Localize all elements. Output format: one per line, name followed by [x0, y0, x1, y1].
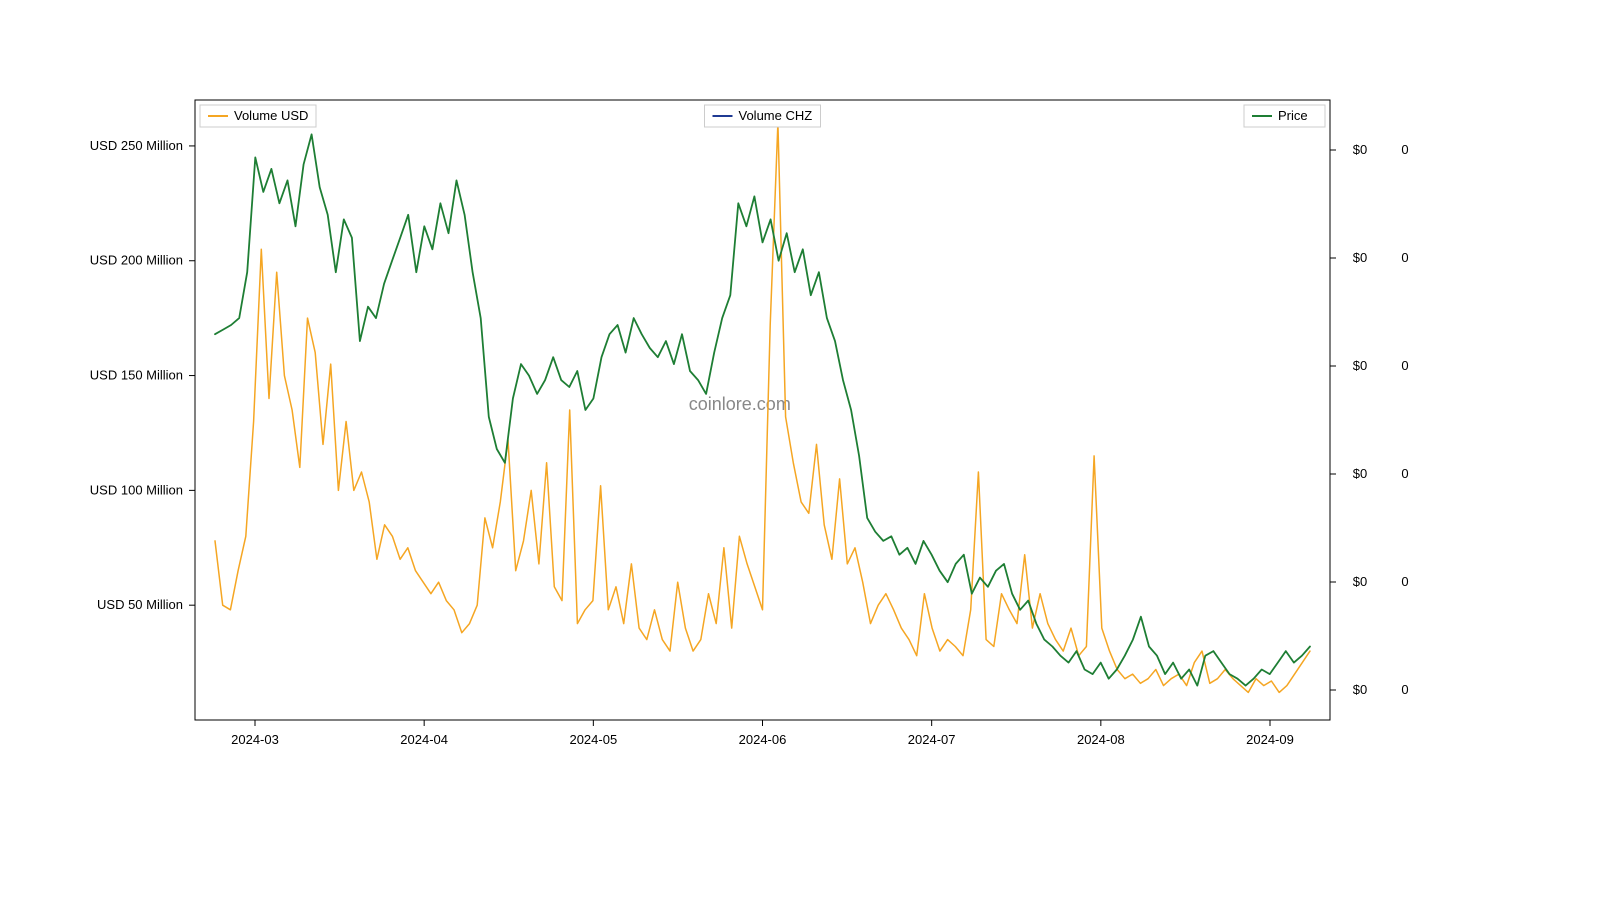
y-label-right2: 0: [1401, 142, 1408, 157]
y-label-left: USD 200 Million: [90, 253, 183, 268]
y-label-right1: $0: [1353, 466, 1367, 481]
x-label: 2024-08: [1077, 732, 1125, 747]
x-label: 2024-06: [739, 732, 787, 747]
x-label: 2024-07: [908, 732, 956, 747]
legend-label: Price: [1278, 108, 1308, 123]
chart-svg: USD 50 Million USD 100 Million USD 150 Mil…: [0, 0, 1600, 900]
y-label-right2: 0: [1401, 250, 1408, 265]
y-label-right2: 0: [1401, 358, 1408, 373]
y-label-right1: $0: [1353, 250, 1367, 265]
y-label-left: USD 100 Million: [90, 482, 183, 497]
y-label-left: USD 250 Million: [90, 138, 183, 153]
y-label-left: USD 50 Million: [97, 597, 183, 612]
y-label-right1: $0: [1353, 142, 1367, 157]
x-label: 2024-04: [400, 732, 448, 747]
legend-label: Volume CHZ: [739, 108, 813, 123]
x-label: 2024-05: [569, 732, 617, 747]
legend-label: Volume USD: [234, 108, 308, 123]
y-label-right2: 0: [1401, 466, 1408, 481]
x-label: 2024-03: [231, 732, 279, 747]
y-label-right1: $0: [1353, 574, 1367, 589]
y-label-right1: $0: [1353, 358, 1367, 373]
y-label-left: USD 150 Million: [90, 368, 183, 383]
y-label-right2: 0: [1401, 574, 1408, 589]
x-label: 2024-09: [1246, 732, 1294, 747]
watermark: coinlore.com: [689, 394, 791, 414]
chart-container: USD 50 Million USD 100 Million USD 150 Mil…: [0, 0, 1600, 900]
y-label-right1: $0: [1353, 682, 1367, 697]
y-label-right2: 0: [1401, 682, 1408, 697]
